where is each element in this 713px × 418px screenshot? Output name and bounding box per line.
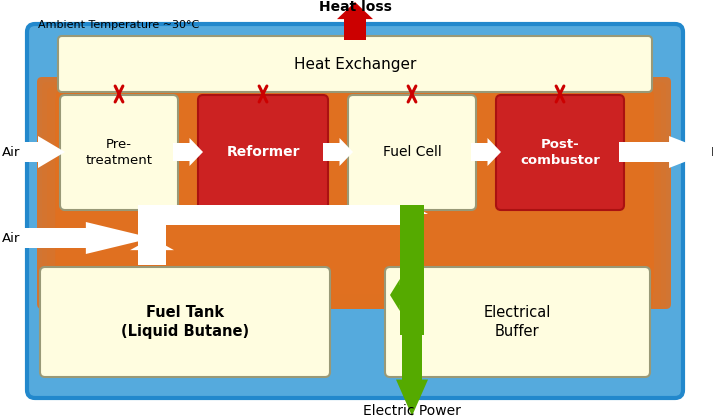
Polygon shape	[471, 138, 501, 166]
Text: Air: Air	[2, 232, 21, 245]
FancyBboxPatch shape	[47, 87, 661, 309]
Polygon shape	[173, 138, 203, 166]
FancyBboxPatch shape	[40, 267, 330, 377]
Text: Fuel Cell: Fuel Cell	[383, 145, 441, 159]
FancyBboxPatch shape	[58, 36, 652, 92]
Polygon shape	[396, 335, 428, 416]
Polygon shape	[337, 2, 373, 40]
Text: Electrical
Buffer: Electrical Buffer	[483, 305, 550, 339]
Polygon shape	[5, 136, 65, 168]
Text: Reformer: Reformer	[226, 145, 299, 159]
FancyBboxPatch shape	[348, 95, 476, 210]
Polygon shape	[396, 205, 428, 225]
FancyBboxPatch shape	[42, 82, 666, 309]
Polygon shape	[390, 279, 412, 311]
Text: Heat loss: Heat loss	[319, 0, 391, 14]
Text: Heat Exchanger: Heat Exchanger	[294, 56, 416, 71]
Bar	[400, 205, 424, 335]
Text: Ambient Temperature ~30°C: Ambient Temperature ~30°C	[38, 20, 199, 30]
FancyBboxPatch shape	[60, 95, 178, 210]
Text: Electric Power: Electric Power	[363, 404, 461, 418]
FancyBboxPatch shape	[62, 102, 646, 309]
FancyBboxPatch shape	[27, 24, 683, 398]
Polygon shape	[323, 138, 353, 166]
FancyBboxPatch shape	[496, 95, 624, 210]
Polygon shape	[5, 222, 152, 254]
FancyBboxPatch shape	[385, 267, 650, 377]
FancyBboxPatch shape	[198, 95, 328, 210]
Text: Post-
combustor: Post- combustor	[520, 138, 600, 166]
FancyBboxPatch shape	[55, 95, 653, 309]
Bar	[138, 205, 166, 265]
FancyBboxPatch shape	[56, 91, 654, 294]
FancyBboxPatch shape	[37, 77, 671, 309]
Polygon shape	[619, 136, 710, 168]
Polygon shape	[130, 238, 174, 265]
Text: Air: Air	[2, 145, 21, 158]
Text: Hot Module: Hot Module	[484, 214, 555, 227]
Bar	[138, 205, 418, 225]
Text: Pre-
treatment: Pre- treatment	[86, 138, 153, 166]
Text: Fuel Tank
(Liquid Butane): Fuel Tank (Liquid Butane)	[121, 305, 249, 339]
Text: Exhaust: Exhaust	[711, 145, 713, 158]
